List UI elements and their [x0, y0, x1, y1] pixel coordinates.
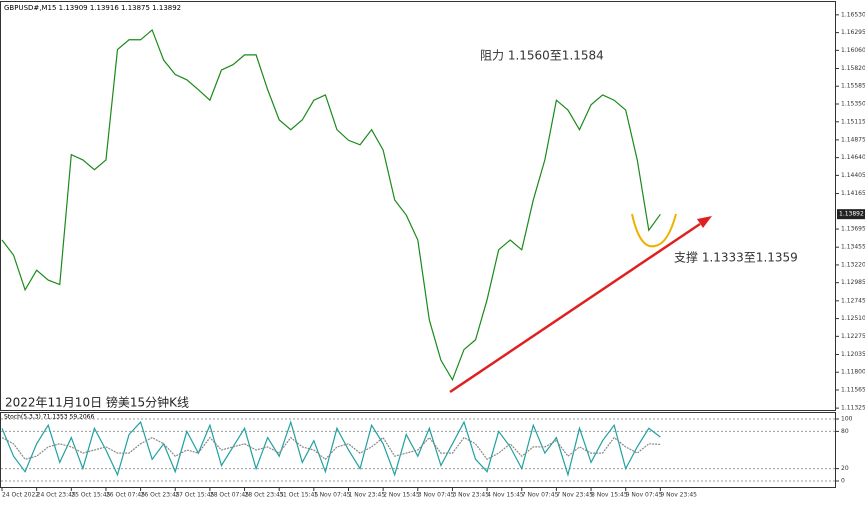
y-tick-label: 1.14405 — [841, 172, 865, 179]
price-panel — [0, 1, 836, 411]
x-tick-label: 24 Oct 23:45 — [37, 492, 76, 499]
x-tick-label: 3 Nov 07:45 — [418, 492, 455, 499]
y-tick-label: 1.15115 — [841, 118, 865, 125]
y-tick-label: 1.16530 — [841, 11, 865, 18]
x-tick-label: 24 Oct 2022 — [2, 492, 39, 499]
plot: 1.16530 1.16295 1.16060 1.15820 1.15585 1.153… — [1, 11, 865, 499]
y-tick-label: 1.16060 — [841, 47, 865, 54]
last-price-label: 1.13892 — [839, 211, 864, 218]
x-tick-label: 25 Oct 15:45 — [71, 492, 110, 499]
resistance-note: 阻力 1.1560至1.1584 — [480, 49, 604, 63]
y-tick-label: 1.13455 — [841, 244, 865, 251]
y-tick-label: 1.15350 — [841, 101, 865, 108]
x-tick-label: 8 Nov 15:45 — [591, 492, 628, 499]
chart-caption: 2022年11月10日 镑美15分钟K线 — [5, 395, 189, 410]
x-tick-label: 27 Oct 15:45 — [175, 492, 214, 499]
y-tick-label: 100 — [841, 416, 853, 423]
y-tick-label: 1.11565 — [841, 386, 865, 393]
y-tick-label: 1.12035 — [841, 351, 865, 358]
y-tick-label: 1.13220 — [841, 261, 865, 268]
x-tick-label: 3 Nov 23:45 — [452, 492, 489, 499]
y-tick-label: 1.12985 — [841, 279, 865, 286]
y-tick-label: 1.15585 — [841, 83, 865, 90]
trend-line — [449, 222, 701, 394]
x-tick-label: 1 Nov 07:45 — [314, 492, 351, 499]
y-tick-label: 20 — [841, 465, 849, 472]
y-tick-label: 1.12510 — [841, 315, 865, 322]
symbol-header: GBPUSD#,M15 1.13909 1.13916 1.13875 1.13… — [4, 4, 181, 12]
x-tick-label: 7 Nov 07:45 — [522, 492, 559, 499]
y-tick-label: 1.12745 — [841, 297, 865, 304]
price-line — [1, 28, 661, 382]
stoch-line — [1, 420, 661, 478]
y-tick-label: 1.14640 — [841, 154, 865, 161]
rebound-curve — [631, 213, 677, 248]
x-tick-label: 4 Nov 15:45 — [487, 492, 524, 499]
x-tick-label: 26 Oct 23:45 — [141, 492, 180, 499]
x-tick-label: 9 Nov 23:45 — [660, 492, 697, 499]
support-note: 支撑 1.1333至1.1359 — [674, 250, 798, 265]
x-tick-label: 2 Nov 15:45 — [383, 492, 420, 499]
y-tick-label: 1.11325 — [841, 405, 865, 412]
x-tick-label: 26 Oct 07:45 — [106, 492, 145, 499]
y-tick-label: 1.11800 — [841, 369, 865, 376]
x-tick-label: 28 Oct 07:45 — [210, 492, 249, 499]
trend-arrowhead — [697, 216, 712, 228]
x-tick-label: 7 Nov 23:45 — [556, 492, 593, 499]
y-tick-label: 80 — [841, 428, 849, 435]
y-tick-label: 1.16295 — [841, 29, 865, 36]
y-tick-label: 1.14165 — [841, 190, 865, 197]
y-tick-label: 1.13695 — [841, 226, 865, 233]
x-tick-label: 1 Nov 23:45 — [349, 492, 386, 499]
x-tick-label: 9 Nov 07:45 — [626, 492, 663, 499]
stoch-header: Stoch(5,3,3) 71.1353 59.2066 — [4, 414, 95, 421]
x-tick-label: 31 Oct 15:45 — [279, 492, 318, 499]
y-tick-label: 1.12275 — [841, 333, 865, 340]
y-tick-label: 1.15820 — [841, 65, 865, 72]
x-tick-label: 28 Oct 23:45 — [245, 492, 284, 499]
stoch-line — [1, 436, 661, 461]
y-tick-label: 0 — [841, 478, 845, 485]
y-tick-label: 1.14875 — [841, 136, 865, 143]
last-price-box — [837, 209, 865, 220]
